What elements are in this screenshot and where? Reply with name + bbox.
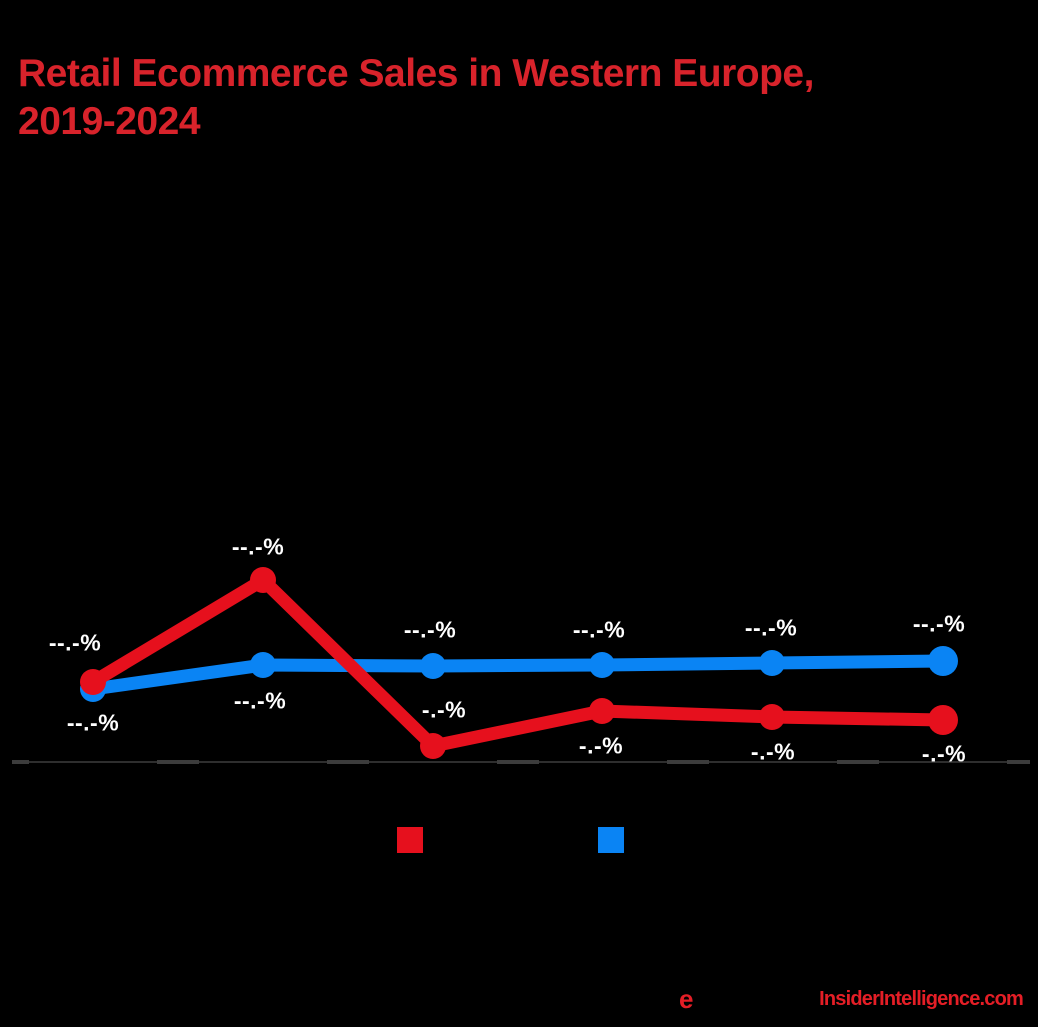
data-point-blue bbox=[928, 646, 958, 676]
data-point-red bbox=[420, 733, 446, 759]
insider-intelligence-link[interactable]: InsiderIntelligence.com bbox=[819, 988, 1024, 1010]
chart-title-line1: Retail Ecommerce Sales in Western Europe… bbox=[18, 52, 814, 96]
data-point-red bbox=[928, 705, 958, 735]
data-point-blue bbox=[589, 652, 615, 678]
data-point-red bbox=[250, 567, 276, 593]
data-point-blue bbox=[250, 652, 276, 678]
data-point-red bbox=[759, 704, 785, 730]
emarketer-logo-e: e bbox=[679, 984, 694, 1014]
legend-swatch-blue bbox=[598, 827, 624, 853]
series-line-red bbox=[86, 573, 950, 753]
data-point-red bbox=[80, 669, 106, 695]
chart-title: Retail Ecommerce Sales in Western Europe… bbox=[18, 50, 938, 146]
series-line-blue bbox=[86, 654, 950, 696]
legend-swatch-red bbox=[397, 827, 423, 853]
data-point-red bbox=[589, 698, 615, 724]
data-point-blue bbox=[759, 650, 785, 676]
chart-title-line2: 2019-2024 bbox=[18, 100, 201, 144]
data-point-blue bbox=[420, 653, 446, 679]
